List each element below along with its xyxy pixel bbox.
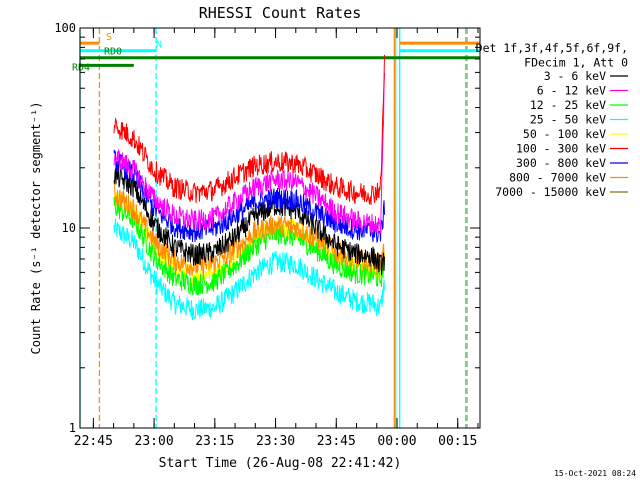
- flag-bars: S N RD0 RD4: [72, 32, 480, 73]
- legend-header: Det 1f,3f,4f,5f,6f,9f,: [476, 41, 628, 55]
- legend-label: 800 - 7000 keV: [509, 171, 606, 185]
- series-line: [113, 197, 385, 296]
- legend-label: 25 - 50 keV: [530, 113, 606, 127]
- y-tick-label: 1: [69, 421, 76, 435]
- flag-label: S: [106, 32, 112, 43]
- legend: Det 1f,3f,4f,5f,6f,9f,FDecim 1, Att 03 -…: [476, 41, 628, 199]
- y-axis-ticks: 1 10 100: [54, 21, 480, 435]
- legend-label: 6 - 12 keV: [537, 84, 606, 98]
- x-tick-label: 23:15: [195, 434, 234, 449]
- x-tick-label: 00:00: [377, 434, 416, 449]
- series-line: [113, 72, 385, 236]
- x-axis-ticks: 22:45 23:00 23:15 23:30 23:45 00:00 00:15: [74, 28, 479, 449]
- legend-label: 300 - 800 keV: [516, 156, 606, 170]
- series-line: [113, 149, 385, 244]
- flag-label: N: [156, 40, 162, 51]
- x-tick-label: 23:45: [317, 434, 356, 449]
- flag-label: RD4: [72, 62, 90, 73]
- y-axis-label: Count Rate (s⁻¹ detector segment⁻¹): [29, 102, 43, 355]
- y-tick-label: 10: [62, 221, 76, 235]
- timestamp: 15-Oct-2021 08:24: [554, 469, 636, 478]
- x-tick-label: 23:30: [256, 434, 295, 449]
- x-axis-label: Start Time (26-Aug-08 22:41:42): [159, 456, 402, 471]
- series-line: [113, 182, 385, 277]
- flag-label: RD0: [104, 47, 122, 58]
- chart-title: RHESSI Count Rates: [199, 4, 362, 22]
- x-tick-label: 00:15: [438, 434, 477, 449]
- y-tick-label: 100: [54, 21, 76, 35]
- legend-label: 12 - 25 keV: [530, 98, 606, 112]
- legend-label: 7000 - 15000 keV: [495, 185, 606, 199]
- series-lines: [113, 54, 385, 321]
- x-tick-label: 22:45: [74, 434, 113, 449]
- time-markers: [79, 28, 468, 428]
- legend-label: 100 - 300 keV: [516, 142, 606, 156]
- legend-label: 50 - 100 keV: [523, 127, 606, 141]
- series-line: [113, 218, 385, 321]
- x-tick-label: 23:00: [135, 434, 174, 449]
- series-line: [113, 166, 385, 276]
- legend-header: FDecim 1, Att 0: [524, 56, 628, 70]
- legend-label: 3 - 6 keV: [544, 69, 606, 83]
- series-line: [113, 54, 385, 205]
